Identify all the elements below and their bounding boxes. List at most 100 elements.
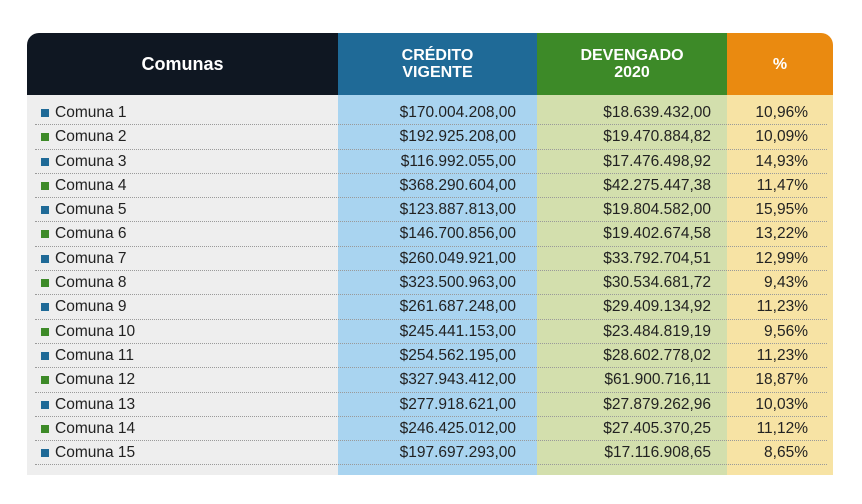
percent-cell: 9,56% <box>764 322 808 340</box>
percent-cell: 14,93% <box>755 152 808 170</box>
comuna-label: Comuna 5 <box>55 201 127 219</box>
comuna-label: Comuna 9 <box>55 298 127 316</box>
table-row: Comuna 3 $116.992.055,00 $17.476.498,92 14,… <box>27 150 833 174</box>
header-devengado: DEVENGADO 2020 <box>537 33 727 95</box>
row-divider <box>35 124 827 126</box>
header-devengado-line1: DEVENGADO <box>580 47 684 64</box>
devengado-cell: $19.402.674,58 <box>603 225 711 243</box>
square-marker-icon <box>41 206 49 215</box>
table-row: Comuna 10 $245.441.153,00 $23.484.819,19 9,… <box>27 320 833 344</box>
credito-vigente-cell: $246.425.012,00 <box>399 419 516 437</box>
credito-vigente-cell: $323.500.963,00 <box>399 274 516 292</box>
credito-vigente-cell: $245.441.153,00 <box>399 322 516 340</box>
comuna-cell: Comuna 12 <box>41 368 135 392</box>
row-divider <box>35 415 827 417</box>
devengado-cell: $17.116.908,65 <box>604 444 711 462</box>
percent-cell: 11,23% <box>756 298 808 316</box>
table-row: Comuna 7 $260.049.921,00 $33.792.704,51 12,… <box>27 247 833 272</box>
percent-cell: 11,47% <box>756 176 808 194</box>
percent-cell: 10,09% <box>755 128 808 146</box>
percent-cell: 15,95% <box>755 201 808 219</box>
credito-vigente-cell: $327.943.412,00 <box>399 371 516 389</box>
square-marker-icon <box>41 230 49 239</box>
comuna-label: Comuna 8 <box>55 274 127 292</box>
percent-cell: 18,87% <box>755 371 808 389</box>
square-marker-icon <box>41 351 49 360</box>
comuna-label: Comuna 3 <box>55 152 127 170</box>
header-comunas-label: Comunas <box>141 53 224 74</box>
devengado-cell: $28.602.778,02 <box>603 346 711 364</box>
budget-table: Comunas CRÉDITO VIGENTE DEVENGADO 2020 %… <box>27 33 833 475</box>
row-divider <box>35 391 827 393</box>
comuna-cell: Comuna 1 <box>41 101 127 125</box>
devengado-cell: $61.900.716,11 <box>604 371 711 389</box>
header-devengado-line2: 2020 <box>614 64 650 81</box>
devengado-cell: $29.409.134,92 <box>603 298 711 316</box>
comuna-cell: Comuna 15 <box>41 441 135 465</box>
comuna-label: Comuna 14 <box>55 419 136 437</box>
row-divider <box>35 318 827 320</box>
credito-vigente-cell: $116.992.055,00 <box>400 152 516 170</box>
row-divider <box>35 464 827 466</box>
comuna-cell: Comuna 14 <box>41 417 135 441</box>
comuna-cell: Comuna 11 <box>41 344 134 368</box>
comuna-cell: Comuna 9 <box>41 295 127 319</box>
row-divider <box>35 294 827 296</box>
square-marker-icon <box>41 279 49 288</box>
header-comunas: Comunas <box>27 33 338 95</box>
row-divider <box>35 221 827 223</box>
header-credito-vigente: CRÉDITO VIGENTE <box>338 33 537 95</box>
square-marker-icon <box>41 424 49 433</box>
square-marker-icon <box>41 376 49 385</box>
credito-column-bg <box>338 95 537 475</box>
percent-cell: 11,23% <box>756 346 808 364</box>
comuna-label: Comuna 13 <box>55 395 136 413</box>
table-body: Comuna 1 $170.004.208,00 $18.639.432,00 10,… <box>27 101 833 466</box>
square-marker-icon <box>41 133 49 142</box>
comuna-cell: Comuna 8 <box>41 271 127 295</box>
header-percent: % <box>727 33 833 95</box>
table-row: Comuna 12 $327.943.412,00 $61.900.716,11 18… <box>27 368 833 393</box>
header-credito-line2: VIGENTE <box>402 64 473 81</box>
row-divider <box>35 148 827 150</box>
devengado-cell: $23.484.819,19 <box>603 322 711 340</box>
percent-cell: 10,03% <box>755 395 808 413</box>
table-row: Comuna 1 $170.004.208,00 $18.639.432,00 10,… <box>27 101 833 126</box>
comuna-label: Comuna 15 <box>55 444 136 462</box>
row-divider <box>35 245 827 247</box>
table-row: Comuna 11 $254.562.195,00 $28.602.778,02 11… <box>27 344 833 369</box>
credito-vigente-cell: $260.049.921,00 <box>399 249 516 267</box>
row-divider <box>35 270 827 272</box>
comuna-cell: Comuna 13 <box>41 393 135 417</box>
square-marker-icon <box>41 449 49 458</box>
table-row: Comuna 9 $261.687.248,00 $29.409.134,92 11,… <box>27 295 833 320</box>
comuna-label: Comuna 11 <box>55 346 134 364</box>
square-marker-icon <box>41 303 49 312</box>
row-divider <box>35 197 827 199</box>
header-credito-line1: CRÉDITO <box>401 47 474 64</box>
devengado-column-bg <box>537 95 727 475</box>
comuna-label: Comuna 1 <box>55 104 127 121</box>
square-marker-icon <box>41 327 49 336</box>
table-row: Comuna 14 $246.425.012,00 $27.405.370,25 11… <box>27 417 833 442</box>
percent-cell: 9,43% <box>764 274 808 292</box>
credito-vigente-cell: $192.925.208,00 <box>399 128 516 146</box>
percent-cell: 10,96% <box>755 104 808 121</box>
square-marker-icon <box>41 181 49 190</box>
credito-vigente-cell: $197.697.293,00 <box>399 444 516 462</box>
comuna-cell: Comuna 10 <box>41 320 135 344</box>
comuna-label: Comuna 7 <box>55 249 127 267</box>
percent-cell: 8,65% <box>764 444 808 462</box>
comuna-cell: Comuna 2 <box>41 125 127 149</box>
credito-vigente-cell: $368.290.604,00 <box>399 176 516 194</box>
comuna-label: Comuna 6 <box>55 225 127 243</box>
table-row: Comuna 4 $368.290.604,00 $42.275.447,38 11,… <box>27 174 833 199</box>
comuna-label: Comuna 4 <box>55 176 127 194</box>
credito-vigente-cell: $277.918.621,00 <box>399 395 516 413</box>
table-row: Comuna 2 $192.925.208,00 $19.470.884,82 10,… <box>27 125 833 150</box>
devengado-cell: $17.476.498,92 <box>603 152 711 170</box>
comunas-column-bg <box>27 95 338 475</box>
devengado-cell: $27.879.262,96 <box>603 395 711 413</box>
table-row: Comuna 8 $323.500.963,00 $30.534.681,72 9,4… <box>27 271 833 296</box>
square-marker-icon <box>41 254 49 263</box>
